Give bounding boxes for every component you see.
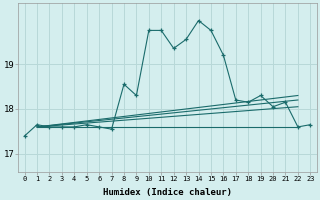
X-axis label: Humidex (Indice chaleur): Humidex (Indice chaleur) (103, 188, 232, 197)
